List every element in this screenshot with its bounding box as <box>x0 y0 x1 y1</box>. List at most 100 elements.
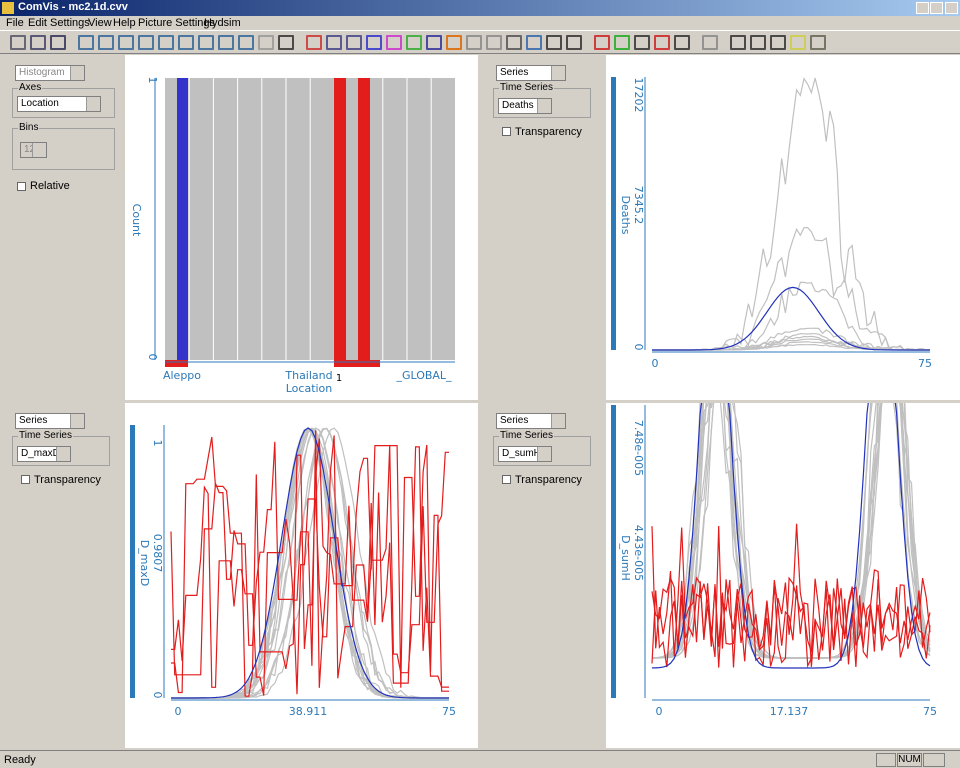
toolbar-button[interactable] <box>78 35 94 50</box>
y-tick-label: 7345.2 <box>632 186 645 225</box>
series-line <box>171 427 449 699</box>
toolbar-button[interactable] <box>730 35 746 50</box>
x-tick-label: 0 <box>652 357 659 370</box>
y-tick-label: 7.48e-005 <box>632 420 645 476</box>
view-select[interactable]: Series <box>496 413 566 429</box>
toolbar-button[interactable] <box>386 35 402 50</box>
x-tick-label: 0 <box>656 705 663 718</box>
toolbar-button[interactable] <box>306 35 322 50</box>
toolbar-button[interactable] <box>158 35 174 50</box>
toolbar-button[interactable] <box>406 35 422 50</box>
time-series-group: Time Series <box>493 430 591 466</box>
transparency-checkbox[interactable] <box>502 475 511 484</box>
toolbar-button[interactable] <box>326 35 342 50</box>
transparency-checkbox[interactable] <box>502 127 511 136</box>
checkbox-label: Transparency <box>34 474 101 486</box>
toolbar-button[interactable] <box>10 35 26 50</box>
num-indicator: NUM <box>897 753 922 767</box>
view-select[interactable]: Series <box>15 413 85 429</box>
maximize-button[interactable] <box>930 2 943 14</box>
toolbar-button[interactable] <box>178 35 194 50</box>
y-axis-label: Count <box>130 204 143 237</box>
toolbar-button[interactable] <box>118 35 134 50</box>
toolbar-button[interactable] <box>138 35 154 50</box>
x-tick-label: 75 <box>923 705 937 718</box>
toolbar-button[interactable] <box>486 35 502 50</box>
toolbar-button[interactable] <box>770 35 786 50</box>
toolbar-button[interactable] <box>810 35 826 50</box>
toolbar-button[interactable] <box>634 35 650 50</box>
toolbar <box>0 30 960 54</box>
menu-item[interactable]: File <box>6 17 24 29</box>
highlight-bar <box>177 78 188 360</box>
toolbar-button[interactable] <box>366 35 382 50</box>
checkbox-label: Transparency <box>515 126 582 138</box>
selection-count: 1 <box>336 373 342 384</box>
toolbar-button[interactable] <box>654 35 670 50</box>
series-line <box>171 427 449 699</box>
toolbar-button[interactable] <box>238 35 254 50</box>
toolbar-button[interactable] <box>790 35 806 50</box>
menu-item[interactable]: Hydsim <box>204 17 241 29</box>
series-line <box>652 281 930 351</box>
selected-bar <box>358 78 370 360</box>
menu-item[interactable]: View <box>88 17 112 29</box>
selected-bar <box>334 78 346 360</box>
toolbar-button[interactable] <box>546 35 562 50</box>
transparency-checkbox[interactable] <box>21 475 30 484</box>
toolbar-button[interactable] <box>426 35 442 50</box>
toolbar-button[interactable] <box>702 35 718 50</box>
group-label: Axes <box>18 82 43 93</box>
checkbox-label: Transparency <box>515 474 582 486</box>
bins-input[interactable]: 12 <box>20 142 47 158</box>
y-axis-label: D_maxD <box>138 540 151 586</box>
y-tick-label: 0 <box>632 344 645 351</box>
toolbar-button[interactable] <box>674 35 690 50</box>
x-category-label: Aleppo <box>163 369 201 382</box>
toolbar-button[interactable] <box>258 35 274 50</box>
close-button[interactable] <box>945 2 958 14</box>
toolbar-button[interactable] <box>526 35 542 50</box>
variable-select[interactable]: Deaths <box>498 98 552 114</box>
series-line <box>651 523 931 667</box>
toolbar-button[interactable] <box>614 35 630 50</box>
view-select[interactable]: Series <box>496 65 566 81</box>
toolbar-button[interactable] <box>566 35 582 50</box>
axis-select[interactable]: Location <box>17 96 101 112</box>
axes-group: Axes <box>12 82 115 118</box>
series-line <box>171 427 449 699</box>
toolbar-button[interactable] <box>198 35 214 50</box>
view-panel: Series Time Series D_sumH Transparency 7.48e… <box>481 403 960 748</box>
variable-select[interactable]: D_sumH <box>498 446 552 462</box>
toolbar-button[interactable] <box>50 35 66 50</box>
minimize-button[interactable] <box>916 2 929 14</box>
x-tick-label: 75 <box>918 357 932 370</box>
y-tick-label: 0.9807 <box>151 534 164 573</box>
toolbar-button[interactable] <box>218 35 234 50</box>
group-label: Bins <box>18 122 40 133</box>
x-tick-label: 17.137 <box>770 705 809 718</box>
menu-item[interactable]: Picture Settings <box>138 17 216 29</box>
variable-select[interactable]: D_maxD <box>17 446 71 462</box>
series-line <box>171 427 449 699</box>
toolbar-button[interactable] <box>446 35 462 50</box>
relative-checkbox[interactable] <box>17 182 26 191</box>
toolbar-button[interactable] <box>750 35 766 50</box>
series-line <box>652 77 930 351</box>
axis-range-bar <box>611 405 616 698</box>
toolbar-button[interactable] <box>594 35 610 50</box>
toolbar-button[interactable] <box>98 35 114 50</box>
menu-item[interactable]: Edit <box>28 17 47 29</box>
menu-item[interactable]: Settings <box>50 17 90 29</box>
view-panel: Histogram Axes Location Bins 12 Relative 1 0 Cou… <box>0 55 478 400</box>
series-line <box>171 427 449 699</box>
toolbar-button[interactable] <box>278 35 294 50</box>
menu-item[interactable]: Help <box>113 17 136 29</box>
toolbar-button[interactable] <box>30 35 46 50</box>
toolbar-button[interactable] <box>346 35 362 50</box>
series-line <box>651 576 931 669</box>
x-category-label: Thailand <box>284 369 332 382</box>
series-line <box>171 427 449 699</box>
toolbar-button[interactable] <box>466 35 482 50</box>
toolbar-button[interactable] <box>506 35 522 50</box>
